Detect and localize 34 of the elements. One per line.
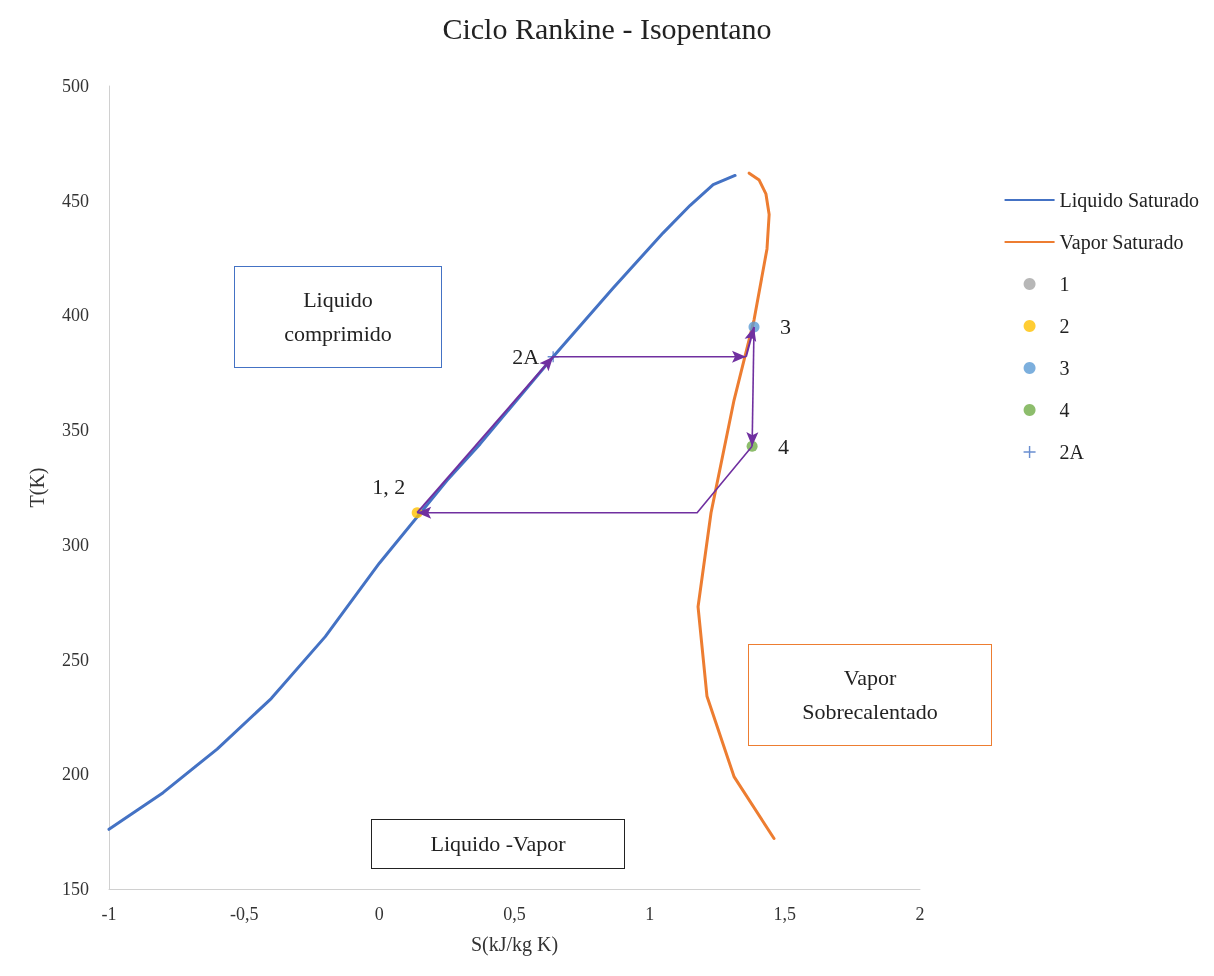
x-tick-label: 0,5	[503, 904, 526, 924]
x-tick-label: 2	[915, 904, 925, 924]
y-tick-label: 250	[62, 649, 89, 670]
line-series	[696, 171, 776, 841]
legend-label: 3	[1059, 357, 1070, 379]
chart-title: Ciclo Rankine - Isopentano	[442, 11, 772, 45]
line-series	[107, 173, 737, 831]
x-tick-label: 1	[645, 904, 655, 924]
annotation: Vapor Sobrecalentado	[748, 644, 992, 746]
y-tick-label: 350	[62, 420, 89, 441]
x-tick-label: 1,5	[773, 904, 797, 924]
x-tick-label: 0	[374, 904, 384, 924]
legend-label: 2A	[1059, 441, 1085, 463]
y-tick-label: 300	[62, 534, 89, 555]
x-axis-title: S(kJ/kg K)	[470, 933, 559, 956]
annotation: Liquido -Vapor	[371, 819, 625, 869]
y-tick-label: 200	[62, 764, 89, 785]
legend-label: Liquido Saturado	[1059, 189, 1200, 212]
x-tick-label: -1	[101, 904, 117, 924]
y-tick-label: 150	[62, 879, 89, 899]
legend-label: 4	[1059, 399, 1070, 421]
annotation: 2A	[512, 344, 540, 370]
annotation: 3	[780, 314, 792, 340]
y-tick-label: 450	[62, 190, 89, 211]
legend-label: 1	[1059, 273, 1070, 295]
legend-label: Vapor Saturado	[1059, 231, 1184, 254]
x-tick-label: -0,5	[229, 904, 259, 924]
y-axis-title: T(K)	[26, 467, 49, 508]
y-tick-label: 500	[62, 76, 89, 96]
y-tick-label: 400	[62, 305, 89, 326]
annotation: 1, 2	[372, 474, 406, 500]
legend-label: 2	[1059, 315, 1070, 337]
annotation: 4	[778, 433, 790, 459]
annotation: Liquido comprimido	[234, 266, 442, 368]
